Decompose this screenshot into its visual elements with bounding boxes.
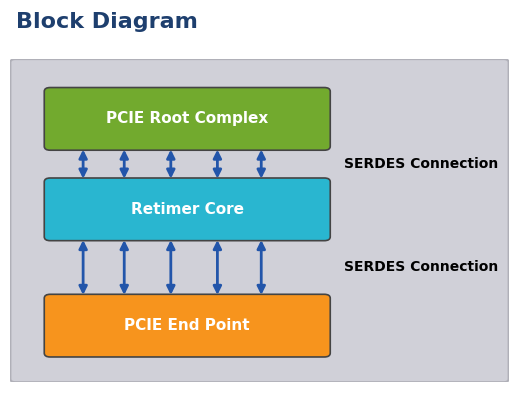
Text: SERDES Connection: SERDES Connection	[344, 260, 498, 275]
FancyBboxPatch shape	[10, 59, 509, 382]
Text: SERDES Connection: SERDES Connection	[344, 157, 498, 171]
Text: PCIE Root Complex: PCIE Root Complex	[106, 112, 268, 126]
FancyBboxPatch shape	[44, 87, 330, 150]
FancyBboxPatch shape	[44, 178, 330, 241]
Text: Block Diagram: Block Diagram	[16, 12, 197, 32]
FancyBboxPatch shape	[44, 294, 330, 357]
Text: PCIE End Point: PCIE End Point	[125, 318, 250, 333]
Text: Retimer Core: Retimer Core	[131, 202, 244, 217]
